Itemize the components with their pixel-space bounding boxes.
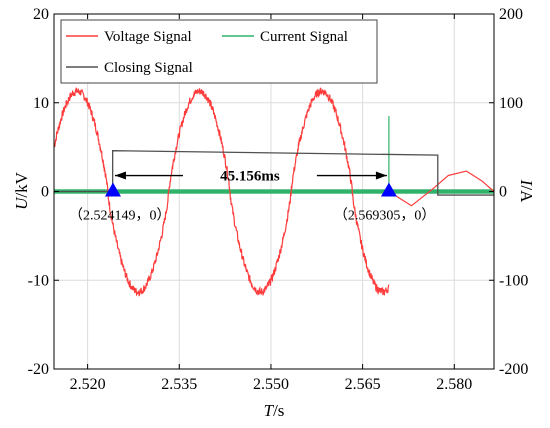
y-left-tick-label-4: 20: [33, 6, 49, 23]
y-left-tick-label-3: 10: [33, 95, 49, 112]
y-left-tick-label-1: -10: [28, 272, 49, 289]
x-tick-label-1: 2.535: [161, 376, 197, 393]
annotations: （2.524149，0） （2.569305，0） 45.156ms: [69, 169, 435, 224]
x-tick-label-4: 2.580: [436, 376, 472, 393]
series-layer: [53, 87, 495, 297]
interval-arrow-right-head: [375, 171, 387, 180]
closing-signal-line: [54, 150, 494, 196]
legend-label-voltage: Voltage Signal: [104, 29, 192, 45]
axis-ticks: [54, 13, 494, 370]
legend-label-current: Current Signal: [260, 29, 348, 45]
y-right-tick-label-4: 200: [499, 6, 523, 23]
legend-box: [60, 19, 378, 84]
marker-label-0: （2.524149，0）: [69, 208, 171, 224]
x-tick-label-3: 2.565: [345, 376, 381, 393]
interval-label: 45.156ms: [220, 169, 280, 185]
marker-triangle-1: [380, 182, 397, 197]
y-right-tick-label-2: 0: [499, 184, 507, 201]
voltage-signal-line: [53, 87, 390, 297]
voltage-signal-post-close-line: [388, 170, 495, 207]
current-signal-band: [54, 189, 494, 194]
x-tick-label-0: 2.520: [70, 376, 106, 393]
x-axis-title: T/s: [264, 401, 285, 420]
tick-labels: 2.520 2.535 2.550 2.565 2.580-20-1001020-200…: [28, 6, 529, 393]
y-left-tick-label-0: -20: [28, 361, 49, 378]
x-tick-label-2: 2.550: [253, 376, 289, 393]
marker-label-1: （2.569305，0）: [334, 208, 436, 224]
y-axis-left-title: U/kV: [12, 171, 31, 210]
y-left-tick-label-2: 0: [41, 184, 49, 201]
legend: Voltage Signal Current Signal Closing Si…: [60, 19, 378, 84]
y-right-tick-label-3: 100: [499, 95, 523, 112]
y-right-tick-label-1: -100: [499, 272, 528, 289]
y-right-tick-label-0: -200: [499, 361, 528, 378]
y-axis-right-title: I/A: [517, 179, 536, 203]
marker-triangle-0: [104, 182, 121, 197]
interval-arrow-left-head: [114, 171, 126, 180]
legend-label-closing: Closing Signal: [104, 60, 193, 76]
